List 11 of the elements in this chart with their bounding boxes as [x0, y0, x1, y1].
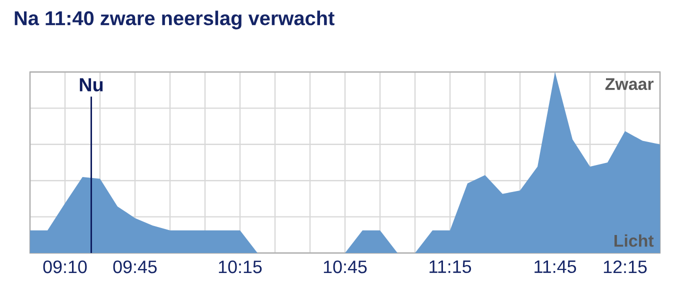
annotation: Licht [614, 234, 654, 247]
x-tick-label: 11:45 [534, 260, 576, 274]
x-tick-label: 10:45 [324, 260, 367, 274]
x-tick-label: 12:15 [604, 260, 647, 274]
chart-title: Na 11:40 zware neerslag verwacht [14, 10, 334, 30]
annotation: Nu [80, 78, 103, 92]
x-tick-label: 11:15 [430, 260, 472, 274]
x-tick-label: 10:15 [218, 260, 262, 274]
x-tick-label: 09:10 [43, 260, 87, 274]
annotation: Zwaar [605, 78, 654, 90]
x-tick-label: 09:45 [113, 260, 157, 274]
